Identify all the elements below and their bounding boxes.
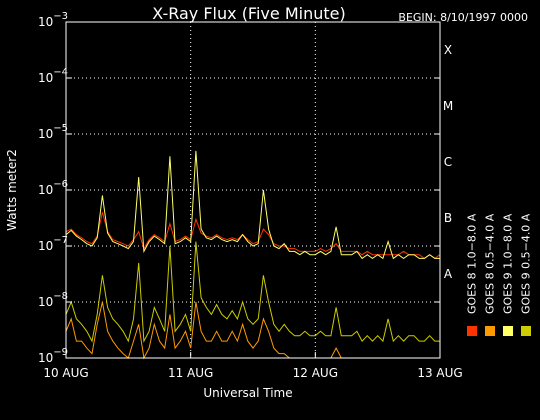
begin-label: BEGIN: 8/10/1997 0000: [398, 11, 528, 24]
x-axis-ticks: 10 AUG 11 AUG 12 AUG 13 AUG: [43, 352, 463, 380]
legend-swatch-3: [503, 326, 513, 336]
flare-class-label: C: [444, 155, 452, 169]
grid-lines: [66, 22, 440, 358]
y-tick-label: 10−6: [38, 179, 68, 197]
flare-class-label: B: [444, 211, 452, 225]
flare-class-label: A: [444, 267, 453, 281]
y-tick-label: 10−3: [38, 11, 68, 29]
legend-label-4: GOES 9 0.5−4.0 A: [520, 213, 533, 314]
chart-title: X-Ray Flux (Five Minute): [152, 4, 345, 23]
x-axis-label: Universal Time: [203, 386, 292, 400]
legend-label-3: GOES 9 1.0−8.0 A: [502, 213, 515, 314]
flare-class-labels: X M C B A: [443, 43, 453, 281]
series-line-4: [65, 241, 440, 343]
y-axis-ticks: 10−3 10−4 10−5 10−6 10−7 10−8 10−9: [38, 11, 440, 365]
series-group: [65, 150, 441, 360]
x-tick-label: 13 AUG: [417, 366, 462, 380]
flare-class-label: M: [443, 99, 453, 113]
y-tick-label: 10−4: [38, 67, 68, 85]
y-tick-label: 10−5: [38, 123, 68, 141]
legend-swatch-4: [521, 326, 531, 336]
legend-label-2: GOES 8 0.5−4.0 A: [484, 213, 497, 314]
x-tick-label: 11 AUG: [168, 366, 213, 380]
legend-label-1: GOES 8 1.0−8.0 A: [466, 213, 479, 314]
x-tick-label: 10 AUG: [43, 366, 88, 380]
y-tick-label: 10−8: [38, 291, 68, 309]
legend-swatch-2: [485, 326, 495, 336]
legend: GOES 8 1.0−8.0 A GOES 8 0.5−4.0 A GOES 9 1…: [466, 213, 533, 336]
y-tick-label: 10−9: [38, 347, 68, 365]
x-tick-label: 12 AUG: [293, 366, 338, 380]
flare-class-label: X: [444, 43, 452, 57]
y-axis-label: Watts meter2: [5, 149, 19, 231]
legend-swatch-1: [467, 326, 477, 336]
series-line-3: [65, 150, 440, 260]
y-tick-label: 10−7: [38, 235, 68, 253]
series-line-1: [65, 212, 441, 260]
